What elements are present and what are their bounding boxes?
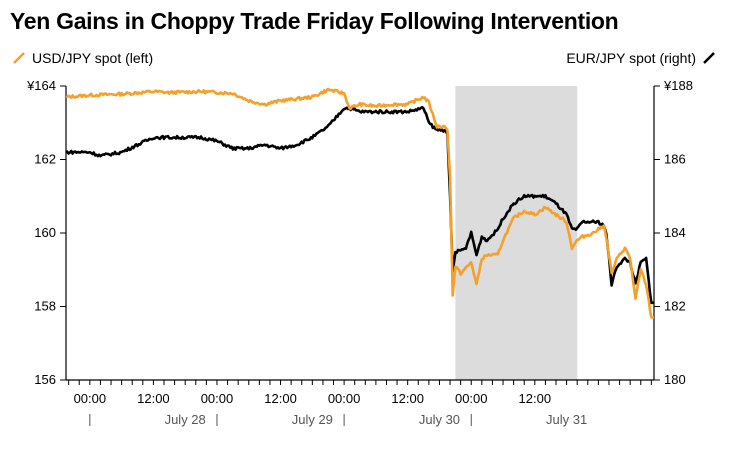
eur-jpy-line (65, 105, 654, 305)
y-left-tick-label: ¥164 (26, 78, 56, 93)
shaded-region (455, 86, 578, 380)
legend-usd-label: USD/JPY spot (left) (32, 50, 154, 66)
y-right-tick-label: 182 (664, 299, 686, 314)
x-date-label: July 28 (165, 412, 206, 427)
eur-swatch-icon (703, 52, 715, 64)
legend-usd: USD/JPY spot (left) (12, 50, 153, 66)
usd-jpy-line (65, 87, 654, 319)
y-right-tick-label: 184 (664, 225, 686, 240)
legend-eur-label: EUR/JPY spot (right) (566, 50, 696, 66)
x-time-label: 00:00 (201, 391, 234, 406)
legend-eur: EUR/JPY spot (right) (566, 50, 716, 66)
y-right-tick-label: ¥188 (663, 78, 693, 93)
x-date-label: July 30 (419, 412, 460, 427)
x-time-label: 12:00 (519, 391, 552, 406)
y-left-tick-label: 156 (34, 372, 56, 387)
x-date-label: July 31 (546, 412, 587, 427)
x-time-label: 12:00 (391, 391, 424, 406)
x-time-label: 12:00 (137, 391, 170, 406)
y-left-tick-label: 158 (34, 299, 56, 314)
tick-labels: ¥164 162 160 158 156 ¥188 186 184 182 180 00:00 12:… (26, 78, 693, 427)
x-time-label: 00:00 (455, 391, 488, 406)
x-date-label: July 29 (292, 412, 333, 427)
y-right-tick-label: 180 (664, 372, 686, 387)
y-right-tick-label: 186 (664, 152, 686, 167)
series-lines (65, 87, 654, 319)
usd-swatch-icon (13, 52, 25, 64)
x-time-label: 00:00 (328, 391, 361, 406)
y-left-tick-label: 162 (34, 152, 56, 167)
x-time-label: 00:00 (74, 391, 107, 406)
x-time-label: 12:00 (264, 391, 297, 406)
chart-title: Yen Gains in Choppy Trade Friday Followi… (10, 8, 619, 34)
y-left-tick-label: 160 (34, 225, 56, 240)
